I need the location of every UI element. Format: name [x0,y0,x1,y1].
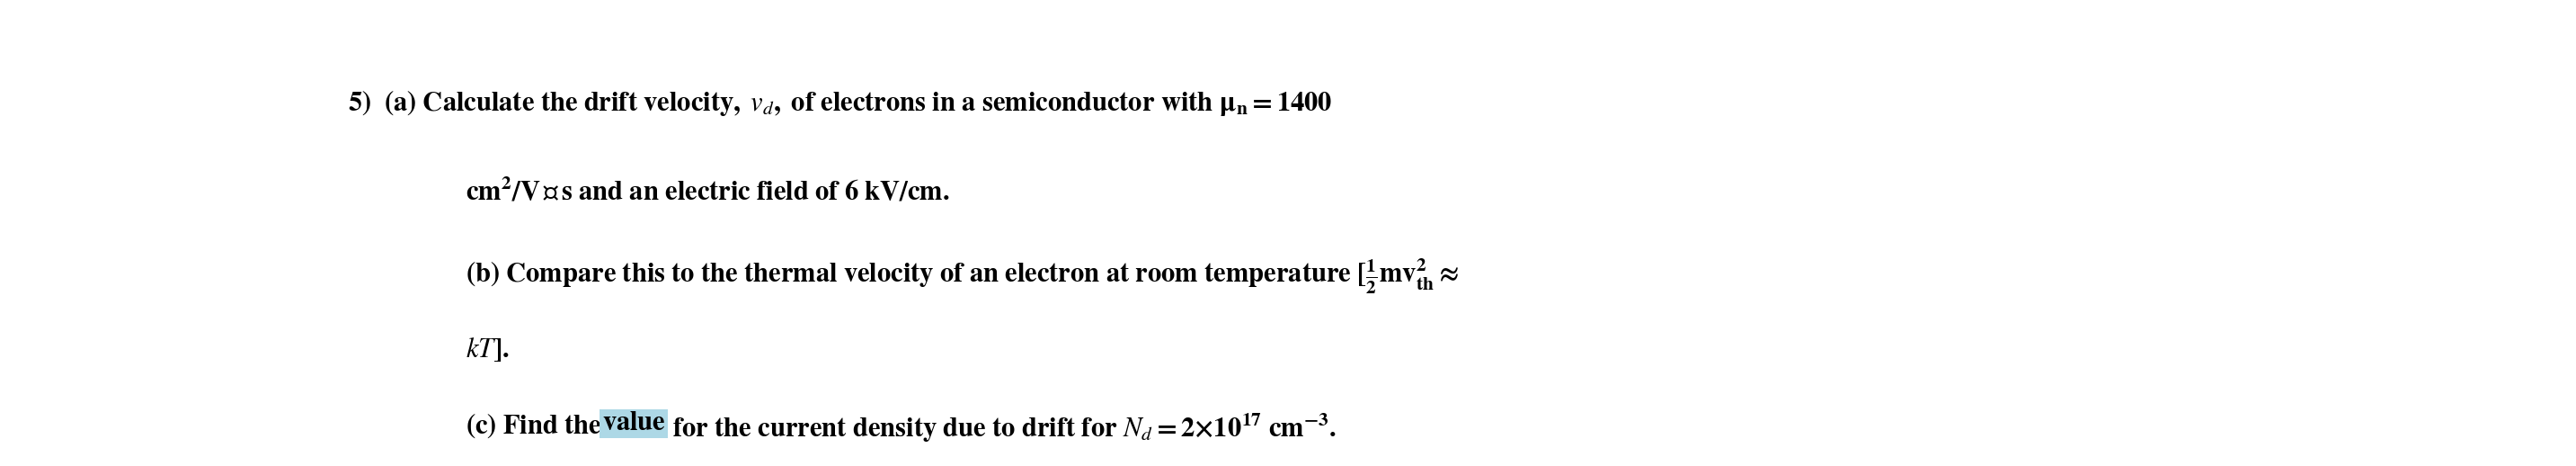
Text: $\mathbf{value}$: $\mathbf{value}$ [603,411,665,436]
Text: $\mathbf{(c) \ Find \ the \ }$: $\mathbf{(c) \ Find \ the \ }$ [466,411,603,439]
Text: $\mathbf{cm^2/V \cdot s \ and \ an \ electric \ field \ of \ 6 \ kV/cm.}$: $\mathbf{cm^2/V \cdot s \ and \ an \ ele… [466,178,951,206]
Text: $\mathbf{5) \ \ (a) \ Calculate \ the \ drift \ velocity, \ \mathit{v_d}, \ of \: $\mathbf{5) \ \ (a) \ Calculate \ the \ … [348,88,1332,118]
Text: $\mathbf{\ for \ the \ current \ density \ due \ to \ drift \ for \ \mathit{N_d}: $\mathbf{\ for \ the \ current \ density… [665,411,1337,444]
Text: $\mathit{kT}$$\mathbf{].}$: $\mathit{kT}$$\mathbf{].}$ [466,336,510,363]
Text: $\mathbf{(b) \ Compare \ this \ to \ the \ thermal \ velocity \ of \ an \ electr: $\mathbf{(b) \ Compare \ this \ to \ the… [466,257,1458,296]
